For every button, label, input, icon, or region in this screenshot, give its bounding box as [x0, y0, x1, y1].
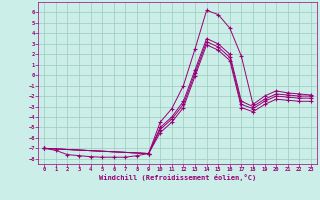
X-axis label: Windchill (Refroidissement éolien,°C): Windchill (Refroidissement éolien,°C) [99, 174, 256, 181]
